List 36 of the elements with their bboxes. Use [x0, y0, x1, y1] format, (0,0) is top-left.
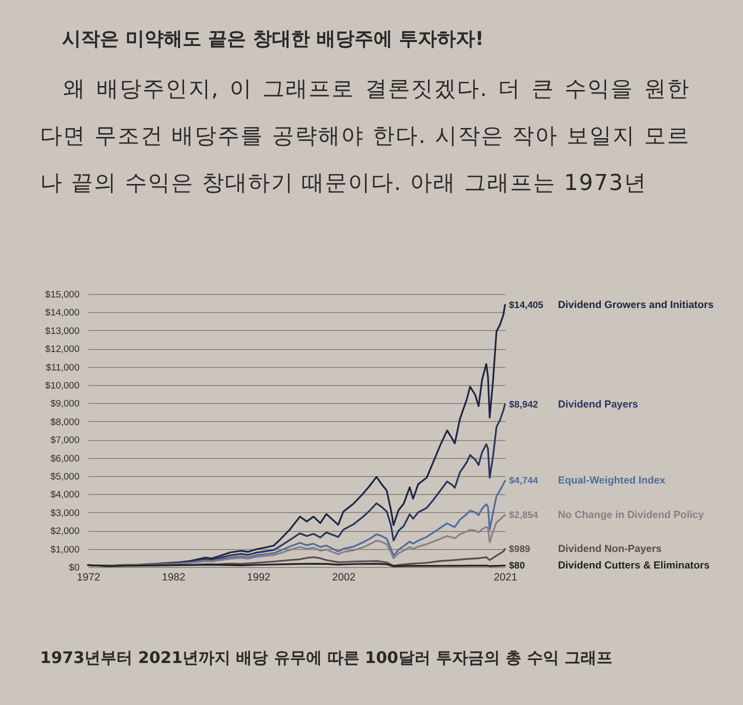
y-tick-label: $7,000 — [50, 435, 80, 446]
y-tick-label: $0 — [68, 562, 80, 574]
text: Dividend Payers — [558, 399, 638, 410]
data-label: $80 — [509, 560, 525, 572]
y-tick-label: $14,000 — [45, 308, 80, 319]
x-tick-label: 1972 — [76, 572, 100, 584]
y-tick-label: $13,000 — [45, 326, 80, 337]
y-tick-label: $5,000 — [50, 472, 80, 482]
data-label: $989 — [509, 544, 530, 555]
y-tick-label: $11,000 — [46, 362, 80, 374]
data-label: $2,854 — [509, 510, 539, 522]
data-label: $4,744 — [509, 476, 539, 487]
y-tick-label: $6,000 — [50, 453, 80, 464]
y-tick-label: $1,000 — [50, 544, 80, 556]
y-tick-label: $4,000 — [50, 490, 80, 501]
y-tick-label: $12,000 — [45, 344, 80, 356]
x-tick-label: 1992 — [247, 572, 271, 584]
text: Dividend Growers and Initiators — [558, 300, 714, 311]
y-tick-label: $10,000 — [45, 380, 80, 392]
x-tick-label: 2002 — [332, 572, 356, 584]
chart-title: 시작은 미약해도 끝은 창대한 배당주에 투자하자! — [62, 27, 484, 52]
y-tick-label: $8,000 — [50, 416, 80, 428]
text: Equal-Weighted Index — [558, 476, 666, 487]
data-label: $14,405 — [509, 300, 544, 311]
y-tick-label: $15,000 — [45, 290, 80, 300]
x-tick-label: 2021 — [494, 572, 518, 584]
data-label: $8,942 — [509, 399, 538, 410]
text: Dividend Non-Payers — [558, 544, 662, 555]
y-tick-label: $3,000 — [50, 508, 80, 519]
text: 1973년부터 2021년까지 배당 유무에 따른 100달러 투자금의 총 수익 그래프 — [40, 648, 613, 669]
y-tick-label: $9,000 — [50, 398, 80, 410]
x-tick-label: 1982 — [162, 572, 186, 584]
text: Dividend Cutters & Eliminators — [558, 560, 710, 572]
text: No Change in Dividend Policy — [558, 510, 704, 522]
y-tick-label: $2,000 — [50, 526, 80, 538]
chart-subtitle: 왜 배당주인지, 이 그래프로 결론짓겠다. 더 큰 수익을 원한다면 무조건 배당주를 공략해야 한다. 시작은 작아 보일지 모르나 끝의 수익은 창대하기 때문이다. 아래 그래프는 1973년 — [40, 76, 690, 198]
